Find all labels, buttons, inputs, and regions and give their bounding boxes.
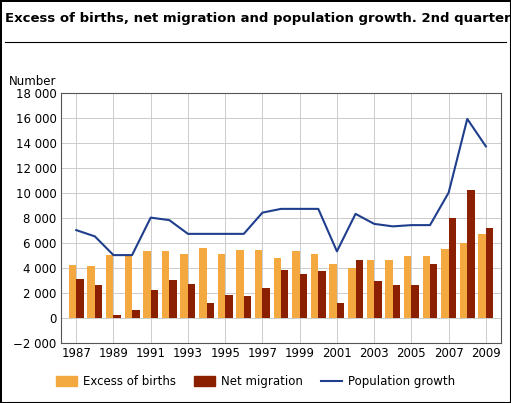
- Bar: [404, 256, 411, 318]
- Bar: [393, 285, 400, 318]
- Bar: [385, 260, 393, 318]
- Bar: [299, 274, 307, 318]
- Bar: [225, 295, 233, 318]
- Bar: [106, 255, 113, 318]
- Bar: [188, 284, 195, 318]
- Bar: [87, 266, 95, 318]
- Bar: [337, 303, 344, 318]
- Bar: [441, 249, 449, 318]
- Bar: [218, 254, 225, 318]
- Bar: [206, 303, 214, 318]
- Bar: [460, 243, 467, 318]
- Bar: [281, 270, 289, 318]
- Bar: [76, 279, 84, 318]
- Bar: [162, 251, 169, 318]
- Bar: [367, 260, 374, 318]
- Legend: Excess of births, Net migration, Population growth: Excess of births, Net migration, Populat…: [51, 371, 460, 393]
- Bar: [486, 228, 493, 318]
- Bar: [348, 268, 356, 318]
- Bar: [318, 271, 326, 318]
- Bar: [411, 285, 419, 318]
- Bar: [356, 260, 363, 318]
- Bar: [244, 296, 251, 318]
- Bar: [151, 290, 158, 318]
- Bar: [95, 285, 102, 318]
- Bar: [255, 250, 263, 318]
- Text: Number: Number: [9, 75, 56, 88]
- Bar: [169, 280, 177, 318]
- Bar: [292, 251, 299, 318]
- Bar: [423, 256, 430, 318]
- Bar: [467, 190, 475, 318]
- Bar: [273, 258, 281, 318]
- Bar: [430, 264, 437, 318]
- Bar: [113, 315, 121, 318]
- Bar: [143, 251, 151, 318]
- Bar: [449, 218, 456, 318]
- Bar: [199, 247, 206, 318]
- Bar: [263, 288, 270, 318]
- Text: Excess of births, net migration and population growth. 2nd quarter. 1987-2009: Excess of births, net migration and popu…: [5, 12, 511, 25]
- Bar: [69, 265, 76, 318]
- Bar: [132, 310, 140, 318]
- Bar: [478, 234, 486, 318]
- Bar: [125, 256, 132, 318]
- Bar: [311, 254, 318, 318]
- Bar: [180, 254, 188, 318]
- Bar: [374, 281, 382, 318]
- Bar: [237, 250, 244, 318]
- Bar: [330, 264, 337, 318]
